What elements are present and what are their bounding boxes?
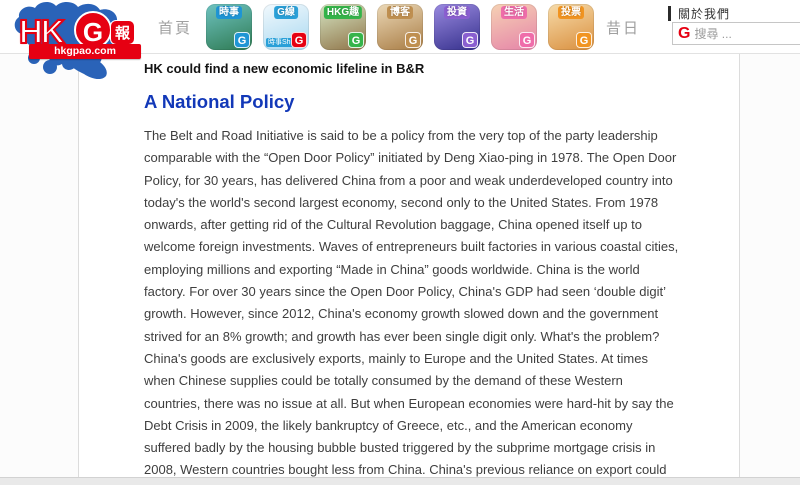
site-logo[interactable]: HK G 報 hkgpao.com — [6, 0, 146, 80]
tile-label: HKG趣 — [323, 6, 363, 19]
article-column: HK could find a new economic lifeline in… — [79, 54, 739, 485]
g-badge-icon: G — [348, 32, 365, 48]
article-kicker: HK could find a new economic lifeline in… — [144, 61, 425, 76]
tile-label: 時事 — [216, 6, 243, 19]
g-badge-icon: G — [519, 32, 536, 48]
logo-bao-text: 報 — [110, 20, 135, 45]
tile-label: 博客 — [387, 6, 414, 19]
g-badge-icon: G — [576, 32, 593, 48]
g-badge-icon: G — [405, 32, 422, 48]
header-right: 關於我們 G — [668, 0, 800, 54]
search-box: G — [672, 22, 800, 45]
site-header: HK G 報 hkgpao.com 首頁 時事 G G線 時事Show G HK… — [0, 0, 800, 80]
nav-tile-g-line[interactable]: G線 時事Show G — [263, 4, 310, 50]
article-heading: A National Policy — [144, 91, 295, 112]
divider-bar — [668, 6, 671, 21]
g-badge-icon: G — [462, 32, 479, 48]
tile-label: G線 — [274, 6, 298, 19]
nav-tile-vote[interactable]: 投票 G — [548, 4, 595, 50]
tile-label: 生活 — [501, 6, 528, 19]
tile-label: 投票 — [558, 6, 585, 19]
nav-tile-hkg-fun[interactable]: HKG趣 G — [320, 4, 367, 50]
main-nav: 首頁 時事 G G線 時事Show G HKG趣 G 博客 G 投資 G — [152, 0, 646, 54]
about-us-label: 關於我們 — [678, 7, 731, 21]
logo-domain: hkgpao.com — [29, 44, 141, 59]
right-gutter — [739, 54, 800, 477]
about-us-link[interactable]: 關於我們 — [668, 5, 800, 22]
nav-past-link[interactable]: 昔日 — [606, 19, 641, 37]
nav-tile-lifestyle[interactable]: 生活 G — [491, 4, 538, 50]
nav-tile-blog[interactable]: 博客 G — [377, 4, 424, 50]
nav-home-link[interactable]: 首頁 — [158, 19, 193, 37]
search-input[interactable] — [694, 23, 800, 44]
g-badge-icon: G — [291, 32, 308, 48]
left-gutter — [0, 54, 79, 477]
page-body: HK could find a new economic lifeline in… — [0, 54, 800, 485]
nav-tile-invest[interactable]: 投資 G — [434, 4, 481, 50]
search-g-icon: G — [678, 24, 691, 42]
footer-strip — [0, 477, 800, 485]
article-body: The Belt and Road Initiative is said to … — [144, 128, 679, 485]
tile-label: 投資 — [444, 6, 471, 19]
nav-tile-current-affairs[interactable]: 時事 G — [206, 4, 253, 50]
tile-sublabel: 時事Show — [266, 38, 302, 47]
nav-tiles: 時事 G G線 時事Show G HKG趣 G 博客 G 投資 G 生活 — [206, 4, 595, 50]
g-badge-icon: G — [234, 32, 251, 48]
